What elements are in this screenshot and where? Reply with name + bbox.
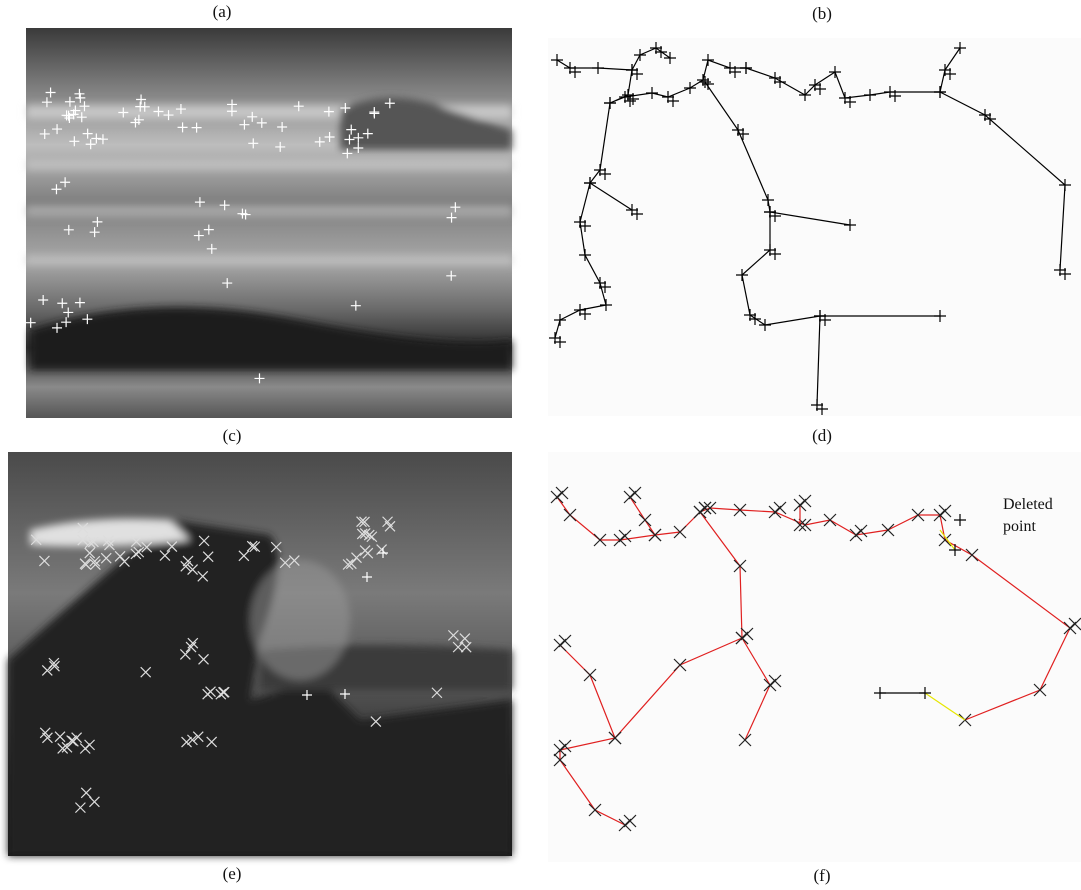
panel-label: (c) bbox=[223, 426, 242, 446]
figure-art bbox=[0, 0, 1081, 890]
panel-label: (e) bbox=[223, 864, 242, 884]
panel-label: (d) bbox=[812, 426, 832, 446]
panel-label: (b) bbox=[812, 4, 832, 24]
figure: (a) (b) (c) (d) (e) (f) Deleted point bbox=[0, 0, 1081, 890]
panel-label: (a) bbox=[213, 2, 232, 22]
panel-label: (f) bbox=[814, 866, 831, 886]
panel-d-bg bbox=[548, 452, 1081, 862]
annotation: Deleted point bbox=[1003, 494, 1063, 538]
